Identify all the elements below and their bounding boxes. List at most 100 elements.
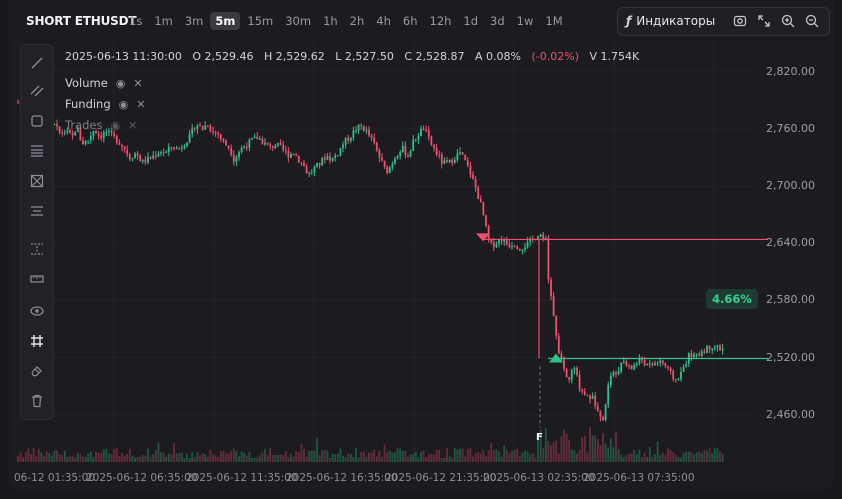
- fib-levels-icon[interactable]: [29, 143, 45, 159]
- volume-bar: [287, 456, 290, 462]
- volume-bar: [459, 448, 461, 462]
- parallel-channel-icon[interactable]: [29, 83, 45, 99]
- close-icon[interactable]: ✕: [133, 76, 143, 90]
- eye-icon[interactable]: ◉: [118, 97, 129, 111]
- volume-bar: [58, 454, 61, 462]
- volume-bar: [693, 454, 695, 462]
- rectangle-icon[interactable]: [29, 113, 45, 129]
- candle-body: [63, 132, 66, 134]
- interval-6h[interactable]: 6h: [402, 14, 418, 28]
- candle-body: [154, 155, 157, 157]
- volume-bar: [409, 454, 412, 462]
- volume-bar: [344, 457, 347, 462]
- candle-body: [661, 360, 664, 364]
- volume-bar: [635, 454, 638, 462]
- volume-bar: [82, 456, 84, 462]
- volume-bar: [596, 439, 599, 462]
- interval-1m[interactable]: 1m: [154, 14, 173, 28]
- volume-bar: [547, 440, 550, 462]
- candle-body: [425, 129, 428, 131]
- interval-1h[interactable]: 1h: [323, 14, 338, 28]
- volume-bar: [388, 450, 391, 462]
- volume-bar: [529, 454, 532, 462]
- volume-bar: [664, 455, 667, 462]
- volume-bar: [394, 451, 396, 462]
- volume-bar: [628, 453, 630, 462]
- interval-30m[interactable]: 30m: [285, 14, 312, 28]
- candle-body: [557, 335, 560, 354]
- fullscreen-icon[interactable]: [756, 13, 772, 29]
- interval-2h[interactable]: 2h: [349, 14, 365, 28]
- candle-body: [643, 360, 646, 366]
- horizontal-lines-icon[interactable]: [29, 203, 45, 219]
- candle-body: [277, 142, 279, 146]
- volume-bar: [175, 453, 178, 462]
- volume-bar: [360, 452, 363, 462]
- volume-bar: [50, 455, 53, 462]
- candle-body: [474, 178, 477, 188]
- interval-3m[interactable]: 3m: [184, 14, 204, 28]
- eye-icon[interactable]: [29, 303, 45, 319]
- candle-body: [157, 153, 160, 157]
- price-range-icon[interactable]: [29, 241, 45, 257]
- volume-bar: [84, 456, 87, 462]
- grid-hash-icon[interactable]: [29, 333, 45, 349]
- indicators-button[interactable]: ƒ Индикаторы: [626, 14, 715, 28]
- candle-body: [261, 138, 264, 145]
- volume-bar: [453, 448, 456, 462]
- ruler-icon[interactable]: [29, 271, 45, 287]
- volume-bar: [339, 448, 342, 462]
- candle-body: [139, 155, 142, 162]
- candle-body: [576, 367, 578, 376]
- volume-bar: [76, 453, 79, 462]
- volume-bar: [386, 451, 389, 462]
- volume-bar: [310, 450, 313, 462]
- interval-5m[interactable]: 5m: [210, 12, 241, 30]
- legend-funding-label: Funding: [65, 97, 111, 111]
- volume-bar: [656, 441, 659, 462]
- interval-1s[interactable]: 1s: [129, 14, 143, 28]
- volume-bar: [19, 452, 22, 462]
- interval-15m[interactable]: 15m: [247, 14, 274, 28]
- trash-icon[interactable]: [29, 393, 45, 409]
- magnet-icon[interactable]: [29, 363, 45, 379]
- candle-body: [404, 145, 407, 156]
- interval-1m[interactable]: 1M: [545, 14, 563, 28]
- candle-body: [672, 371, 675, 380]
- interval-1d[interactable]: 1d: [463, 14, 479, 28]
- zoom-out-icon[interactable]: [804, 13, 820, 29]
- volume-bar: [716, 448, 719, 462]
- candle-body: [71, 133, 74, 136]
- volume-bar: [308, 450, 311, 462]
- candle-body: [578, 375, 581, 390]
- price-chart[interactable]: [8, 0, 834, 490]
- volume-bar: [503, 445, 506, 462]
- zoom-in-icon[interactable]: [780, 13, 796, 29]
- candle-body: [191, 128, 194, 134]
- volume-bar: [300, 443, 303, 462]
- candle-body: [604, 404, 607, 420]
- volume-bar: [617, 448, 620, 462]
- eye-icon[interactable]: ◉: [115, 76, 126, 90]
- close-icon[interactable]: ✕: [136, 97, 146, 111]
- volume-bar: [108, 453, 110, 462]
- screenshot-icon[interactable]: [732, 13, 748, 29]
- candle-body: [492, 242, 495, 247]
- volume-bar: [485, 455, 487, 462]
- volume-bar: [110, 454, 113, 462]
- interval-1w[interactable]: 1w: [516, 14, 534, 28]
- candle-body: [680, 371, 682, 380]
- close-icon[interactable]: ✕: [128, 118, 138, 132]
- volume-bar: [214, 455, 217, 462]
- crossed-box-icon[interactable]: [29, 173, 45, 189]
- volume-bar: [154, 450, 157, 462]
- legend-trades-label: Trades: [65, 118, 103, 132]
- interval-3d[interactable]: 3d: [490, 14, 505, 28]
- volume-bar: [105, 448, 108, 462]
- interval-4h[interactable]: 4h: [376, 14, 391, 28]
- interval-12h[interactable]: 12h: [429, 14, 452, 28]
- trend-line-icon[interactable]: [29, 55, 45, 71]
- eye-icon[interactable]: ◉: [110, 118, 121, 132]
- volume-bar: [225, 453, 227, 462]
- candle-body: [84, 140, 87, 145]
